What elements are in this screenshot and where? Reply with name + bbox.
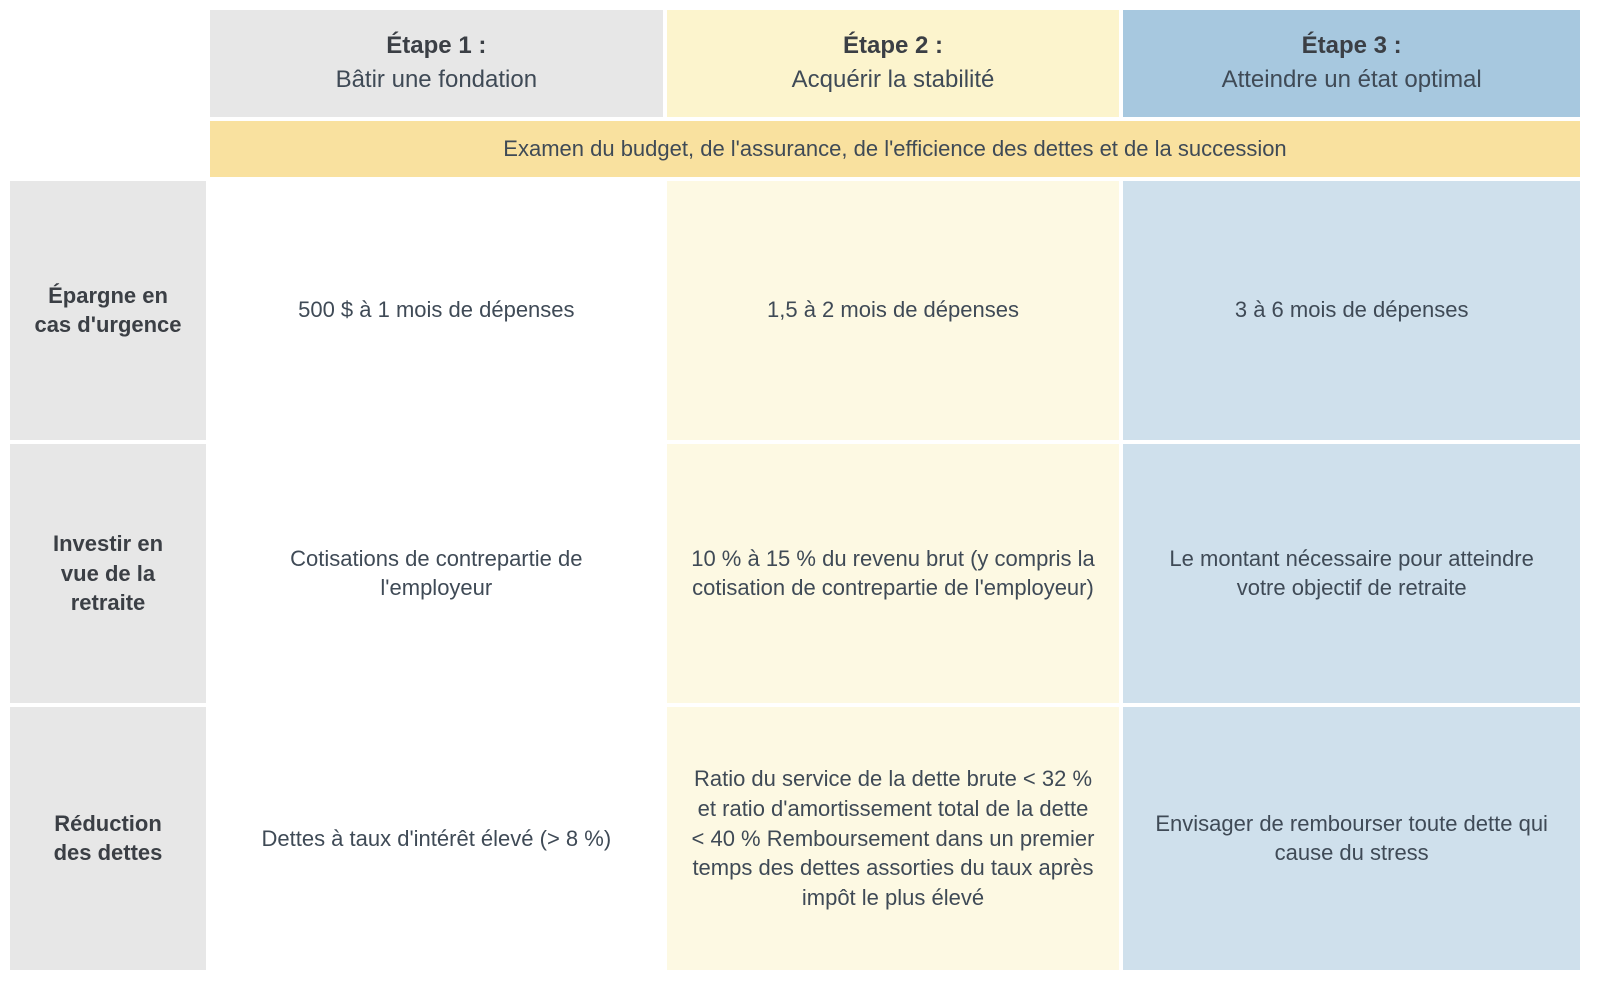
cell-emergency-step3: 3 à 6 mois de dépenses xyxy=(1123,181,1580,444)
column-header-step1: Étape 1 : Bâtir une fondation xyxy=(210,10,667,121)
row-label-debt: Réduction des dettes xyxy=(10,707,210,970)
header-title: Étape 3 : xyxy=(1222,30,1482,62)
blank-corner xyxy=(10,10,210,121)
blank-left-banner xyxy=(10,121,210,181)
column-header-step2: Étape 2 : Acquérir la stabilité xyxy=(667,10,1124,121)
cell-retirement-step3: Le montant nécessaire pour atteindre vot… xyxy=(1123,444,1580,707)
financial-steps-table: Étape 1 : Bâtir une fondation Étape 2 : … xyxy=(10,10,1580,970)
header-subtitle: Bâtir une fondation xyxy=(336,64,537,96)
header-title: Étape 2 : xyxy=(792,30,995,62)
cell-debt-step2: Ratio du service de la dette brute < 32 … xyxy=(667,707,1124,970)
header-title: Étape 1 : xyxy=(336,30,537,62)
cell-retirement-step1: Cotisations de contrepartie de l'employe… xyxy=(210,444,667,707)
column-header-step3: Étape 3 : Atteindre un état optimal xyxy=(1123,10,1580,121)
header-subtitle: Acquérir la stabilité xyxy=(792,64,995,96)
review-banner: Examen du budget, de l'assurance, de l'e… xyxy=(210,121,1580,181)
cell-debt-step3: Envisager de rembourser toute dette qui … xyxy=(1123,707,1580,970)
cell-debt-step1: Dettes à taux d'intérêt élevé (> 8 %) xyxy=(210,707,667,970)
header-subtitle: Atteindre un état optimal xyxy=(1222,64,1482,96)
cell-emergency-step2: 1,5 à 2 mois de dépenses xyxy=(667,181,1124,444)
row-label-retirement: Investir en vue de la retraite xyxy=(10,444,210,707)
cell-retirement-step2: 10 % à 15 % du revenu brut (y compris la… xyxy=(667,444,1124,707)
row-label-emergency: Épargne en cas d'urgence xyxy=(10,181,210,444)
cell-emergency-step1: 500 $ à 1 mois de dépenses xyxy=(210,181,667,444)
